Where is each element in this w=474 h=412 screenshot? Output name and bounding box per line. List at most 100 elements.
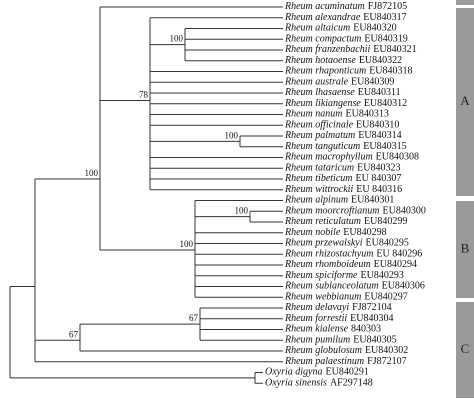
leaf-label: Rheum kialense 840303: [284, 324, 381, 335]
leaf-accession: EU840299: [364, 216, 407, 227]
leaf-label: Rheum macrophyllum EU840308: [284, 152, 419, 163]
leaf-species: Rheum australe: [284, 77, 349, 88]
leaf-species: Rheum lhasaense: [284, 87, 355, 98]
leaf-species: Rheum officinale: [284, 120, 354, 131]
leaf-accession: EU840305: [353, 335, 396, 346]
leaf-accession: EU840317: [363, 12, 406, 23]
bootstrap-value: 100: [85, 168, 99, 178]
leaf-accession: EU840304: [350, 313, 393, 324]
leaf-label: Rheum alexandrae EU840317: [284, 12, 407, 23]
leaf-accession: FJ872104: [352, 302, 391, 313]
clade-label: A: [460, 93, 470, 108]
leaf-label: Rheum tanguticum EU840315: [284, 141, 407, 152]
leaf-label: Rheum globulosum EU840302: [284, 345, 408, 356]
leaf-species: Oxyria sinensis: [265, 378, 327, 389]
clade-bar: [456, 302, 474, 398]
leaf-species: Rheum tibeticum: [284, 173, 352, 184]
leaf-label: Rheum tibeticum EU 840307: [284, 173, 401, 184]
leaf-label: Rheum officinale EU840310: [284, 120, 399, 131]
leaf-species: Rheum nanum: [284, 109, 343, 120]
leaf-accession: EU840302: [365, 345, 408, 356]
leaf-species: Rheum reticulatum: [284, 216, 361, 227]
leaf-accession: EU 840307: [355, 173, 401, 184]
leaf-label: Rheum compactum EU840319: [284, 34, 408, 45]
bootstrap-value: 67: [69, 329, 79, 339]
leaf-label: Rheum palmatum EU840314: [284, 130, 402, 141]
leaf-label: Rheum lhasaense EU840311: [284, 87, 401, 98]
leaf-species: Rheum delavayi: [284, 302, 349, 313]
leaf-species: Rheum rhomboideum: [284, 259, 371, 270]
leaf-label: Rheum australe EU840309: [284, 77, 394, 88]
leaf-species: Rheum kialense: [284, 324, 349, 335]
leaf-accession: EU840291: [326, 367, 369, 378]
leaf-accession: EU 840316: [356, 184, 402, 195]
leaf-accession: AF297148: [330, 378, 373, 389]
leaf-accession: EU840311: [358, 87, 401, 98]
leaf-accession: EU840312: [364, 98, 407, 109]
leaf-species: Rheum alexandrae: [284, 12, 361, 23]
clade-label: B: [461, 240, 470, 255]
leaf-label: Rheum pumilum EU840305: [284, 335, 397, 346]
leaf-accession: EU840301: [351, 195, 394, 206]
leaf-species: Rheum moorcroftianum: [284, 206, 380, 217]
leaf-accession: EU840323: [357, 163, 400, 174]
leaf-species: Rheum palmatum: [284, 130, 355, 141]
leaf-species: Rheum tataricum: [284, 163, 354, 174]
leaf-species: Rheum rhizostachyum: [284, 249, 373, 260]
leaf-label: Rheum rhizostachyum EU 840296: [284, 249, 422, 260]
leaf-accession: EU840295: [366, 238, 409, 249]
leaf-label: Rheum moorcroftianum EU840300: [284, 206, 426, 217]
leaf-label: Rheum sublanceolatum EU840306: [284, 281, 425, 292]
leaf-label: Rheum palaestinum FJ872107: [284, 356, 407, 367]
leaf-accession: EU840297: [364, 292, 407, 303]
leaf-accession: EU840309: [351, 77, 394, 88]
clade-bar: [456, 8, 474, 196]
leaf-species: Rheum rhaponticum: [284, 66, 366, 77]
leaf-label: Oxyria digyna EU840291: [265, 367, 369, 378]
leaf-accession: EU840293: [361, 270, 404, 281]
leaf-accession: EU840318: [369, 66, 412, 77]
leaf-accession: EU840320: [353, 23, 396, 34]
leaf-label: Rheum webbianum EU840297: [284, 292, 408, 303]
leaf-accession: FJ872107: [367, 356, 406, 367]
leaf-accession: EU840319: [364, 34, 407, 45]
leaf-label: Rheum hotaoense EU840322: [284, 55, 402, 66]
leaf-species: Rheum tanguticum: [284, 141, 360, 152]
leaf-accession: EU840313: [346, 109, 389, 120]
clade-bar: [456, 0, 474, 5]
leaf-species: Rheum sublanceolatum: [284, 281, 379, 292]
leaf-species: Rheum macrophyllum: [284, 152, 373, 163]
leaf-label: Rheum alpinum EU840301: [284, 195, 394, 206]
leaf-species: Rheum forrestii: [284, 313, 347, 324]
leaf-species: Rheum webbianum: [284, 292, 361, 303]
leaf-accession: EU840308: [376, 152, 419, 163]
leaf-label: Rheum reticulatum EU840299: [284, 216, 407, 227]
bootstrap-value: 100: [235, 206, 249, 216]
leaf-species: Rheum spiciforme: [284, 270, 358, 281]
leaf-species: Oxyria digyna: [265, 367, 323, 378]
leaf-label: Rheum przewalskyi EU840295: [284, 238, 409, 249]
leaf-accession: 840303: [351, 324, 381, 335]
leaf-accession: FJ872105: [368, 1, 407, 12]
leaf-species: Rheum przewalskyi: [284, 238, 363, 249]
leaf-species: Rheum compactum: [284, 34, 361, 45]
leaf-label: Rheum forrestii EU840304: [284, 313, 393, 324]
leaf-label: Oxyria sinensis AF297148: [265, 378, 373, 389]
leaf-species: Rheum likiangense: [284, 98, 361, 109]
leaf-accession: EU840294: [374, 259, 417, 270]
leaf-species: Rheum nobile: [284, 227, 341, 238]
leaf-label: Rheum spiciforme EU840293: [284, 270, 404, 281]
leaf-accession: EU840306: [382, 281, 425, 292]
leaf-label: Rheum nobile EU840298: [284, 227, 387, 238]
leaf-accession: EU840321: [373, 44, 416, 55]
leaf-label: Rheum wittrockii EU 840316: [284, 184, 402, 195]
bootstrap-value: 67: [189, 313, 199, 323]
leaf-accession: EU840298: [343, 227, 386, 238]
leaf-accession: EU840300: [383, 206, 426, 217]
leaf-label: Rheum delavayi FJ872104: [284, 302, 392, 313]
leaf-species: Rheum alpinum: [284, 195, 348, 206]
bootstrap-value: 100: [180, 239, 194, 249]
leaf-accession: EU840310: [356, 120, 399, 131]
leaf-species: Rheum hotaoense: [284, 55, 356, 66]
